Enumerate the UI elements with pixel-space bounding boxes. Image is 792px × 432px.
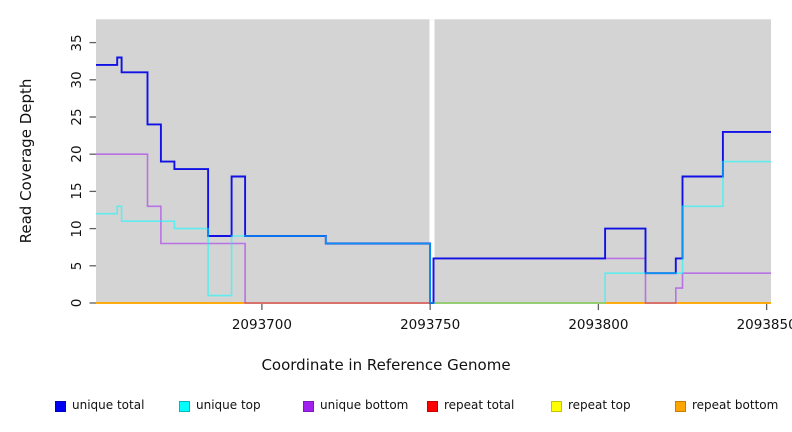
y-tick-label: 15 (69, 182, 85, 200)
series-lines (96, 56, 771, 304)
x-tick-label: 2093850 (736, 317, 792, 333)
y-tick-label: 35 (69, 33, 85, 52)
legend-label: unique top (196, 398, 261, 412)
legend-label: unique bottom (320, 398, 409, 412)
y-tick-label: 25 (69, 108, 85, 126)
y-axis-title: Read Coverage Depth (17, 78, 35, 244)
x-axis-title: Coordinate in Reference Genome (261, 356, 511, 374)
zero-coverage-gap-band (429, 19, 435, 304)
y-tick-label: 5 (69, 261, 85, 271)
y-tick-label: 0 (69, 298, 85, 308)
legend-swatch-icon (551, 401, 562, 412)
legend-label: unique total (72, 398, 145, 412)
legend-label: repeat total (444, 398, 515, 412)
legend-swatch-icon (675, 401, 686, 412)
legend-swatch-icon (55, 401, 66, 412)
legend-swatch-icon (179, 401, 190, 412)
y-tick-label: 20 (69, 145, 85, 163)
x-tick-label: 2093750 (400, 317, 461, 333)
legend-swatch-icon (303, 401, 314, 412)
x-tick-label: 2093800 (568, 317, 629, 333)
legend-label: repeat bottom (692, 398, 779, 412)
legend-swatch-icon (427, 401, 438, 412)
legend-label: repeat top (568, 398, 631, 412)
series-line-unique-top (96, 160, 771, 304)
y-tick-label: 10 (69, 220, 85, 238)
y-tick-label: 30 (69, 71, 85, 89)
x-tick-label: 2093700 (231, 317, 292, 333)
